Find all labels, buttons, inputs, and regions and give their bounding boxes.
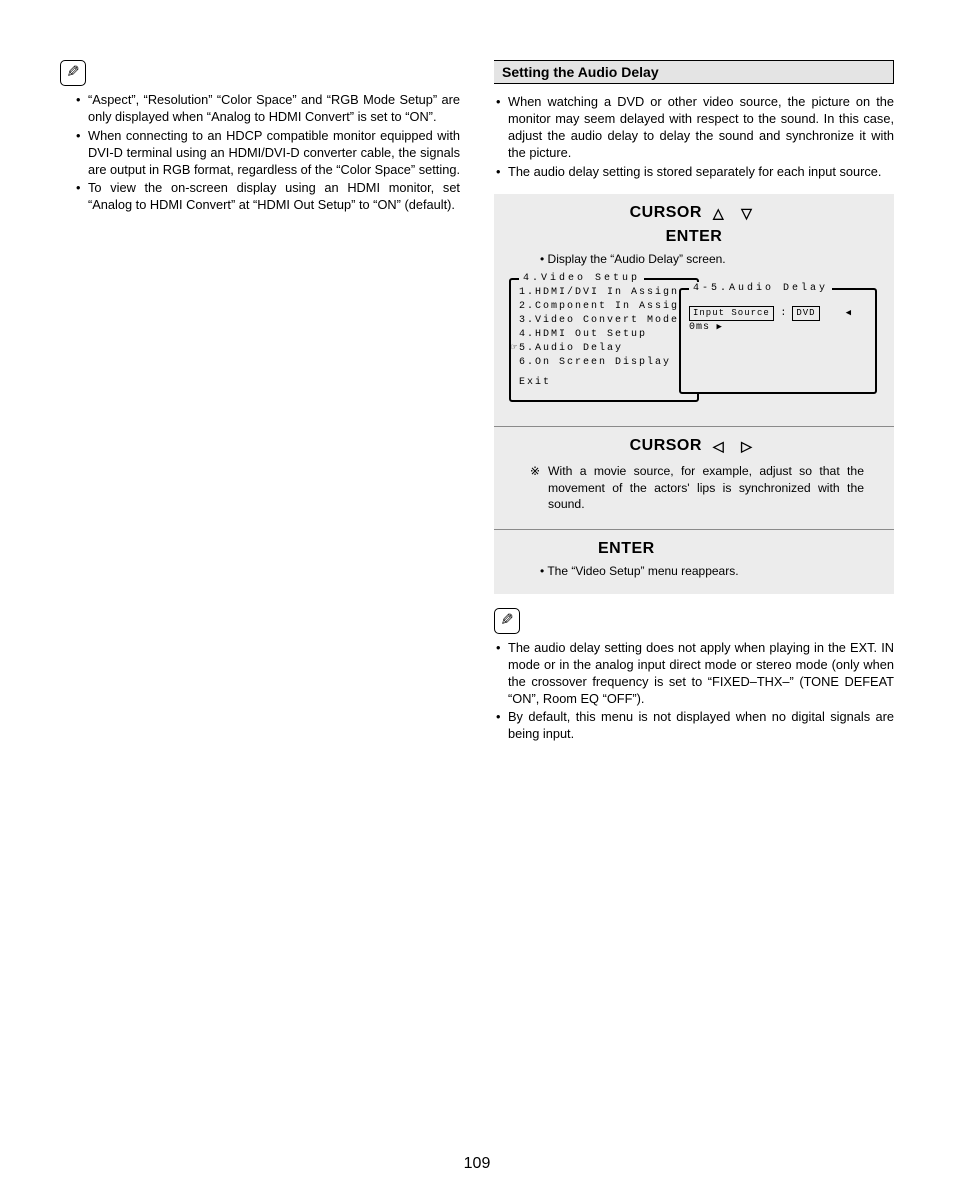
triangle-right-icon: ▶ (717, 322, 722, 332)
osd-left-title: 4.Video Setup (519, 272, 644, 286)
triangle-up-icon: △ (713, 206, 724, 220)
osd-item: 2.Component In Assig (519, 300, 689, 314)
step-cursor-leftright: CURSOR ◁ ▷ ※ With a movie source, for ex… (494, 427, 894, 528)
pencil-icon: ✎ (60, 60, 86, 86)
osd-setting-row: Input Source : DVD ◀ 0ms ▶ (689, 306, 867, 335)
triangle-right-icon: ▷ (741, 439, 752, 453)
cursor-label: CURSOR (630, 437, 702, 454)
note-item: To view the on-screen display using an H… (78, 180, 460, 214)
section-header: Setting the Audio Delay (494, 60, 894, 84)
step-title: CURSOR △ ▽ (508, 204, 880, 222)
osd-delay-value: 0ms (689, 322, 710, 333)
osd-exit: Exit (519, 376, 689, 390)
triangle-down-icon: ▽ (741, 206, 752, 220)
manual-page: ✎ “Aspect”, “Resolution” “Color Space” a… (0, 0, 954, 1199)
osd-item: 4.HDMI Out Setup (519, 328, 689, 342)
step-desc: Display the “Audio Delay” screen. (508, 252, 880, 266)
right-column: Setting the Audio Delay When watching a … (494, 60, 894, 745)
step-cursor-updown: CURSOR △ ▽ ENTER Display the “Audio Dela… (494, 194, 894, 426)
step-title: CURSOR ◁ ▷ (508, 437, 880, 455)
osd-input-label: Input Source (689, 306, 774, 321)
osd-left-panel: 4.Video Setup 1.HDMI/DVI In Assign 2.Com… (509, 278, 699, 402)
osd-right-panel: 4-5.Audio Delay Input Source : DVD ◀ 0ms… (679, 288, 877, 394)
intro-list: When watching a DVD or other video sourc… (494, 94, 894, 180)
enter-label: ENTER (508, 228, 880, 246)
triangle-left-icon: ◀ (846, 308, 851, 318)
triangle-left-icon: ◁ (713, 439, 724, 453)
note-item: The audio delay setting does not apply w… (498, 640, 894, 708)
enter-label: ENTER (508, 540, 880, 558)
procedure-box: CURSOR △ ▽ ENTER Display the “Audio Dela… (494, 194, 894, 593)
tip-text: With a movie source, for example, adjust… (548, 464, 864, 511)
step-desc: The “Video Setup” menu reappears. (508, 564, 880, 578)
osd-item-selected: ☞5.Audio Delay (511, 342, 689, 356)
star-icon: ※ (530, 463, 540, 479)
column-layout: ✎ “Aspect”, “Resolution” “Color Space” a… (60, 60, 894, 745)
pencil-icon: ✎ (494, 608, 520, 634)
step-enter: ENTER The “Video Setup” menu reappears. (494, 530, 894, 594)
note-item: By default, this menu is not displayed w… (498, 709, 894, 743)
osd-item: 6.On Screen Display (519, 356, 689, 370)
osd-item: 1.HDMI/DVI In Assign (519, 286, 689, 300)
note-item: “Aspect”, “Resolution” “Color Space” and… (78, 92, 460, 126)
step-tip: ※ With a movie source, for example, adju… (508, 461, 880, 514)
left-notes-list: “Aspect”, “Resolution” “Color Space” and… (60, 92, 460, 214)
footer-notes-list: The audio delay setting does not apply w… (494, 640, 894, 743)
note-item: When connecting to an HDCP compatible mo… (78, 128, 460, 179)
osd-diagram: 4.Video Setup 1.HDMI/DVI In Assign 2.Com… (509, 272, 879, 412)
osd-right-title: 4-5.Audio Delay (689, 282, 832, 296)
intro-item: The audio delay setting is stored separa… (498, 164, 894, 181)
osd-input-value: DVD (792, 306, 819, 321)
intro-item: When watching a DVD or other video sourc… (498, 94, 894, 162)
cursor-label: CURSOR (630, 204, 702, 221)
page-number: 109 (0, 1155, 954, 1173)
osd-item: 3.Video Convert Mode (519, 314, 689, 328)
left-column: ✎ “Aspect”, “Resolution” “Color Space” a… (60, 60, 460, 745)
